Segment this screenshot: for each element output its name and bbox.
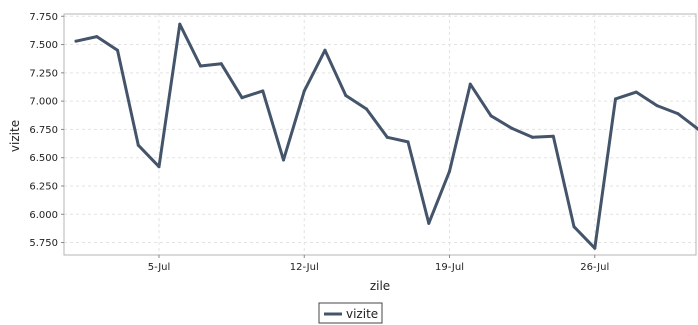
data-point	[302, 89, 306, 93]
data-point	[614, 97, 617, 101]
x-tick-label: 26-Jul	[580, 262, 609, 273]
legend-box	[318, 302, 383, 324]
y-tick-label: 6.000	[29, 210, 58, 221]
y-tick-label: 7.000	[29, 97, 58, 108]
data-point	[551, 134, 555, 138]
data-point	[282, 158, 285, 162]
data-point	[323, 48, 327, 52]
data-point	[531, 135, 534, 139]
data-point	[74, 39, 78, 43]
data-point	[344, 93, 348, 97]
x-tick-label: 5-Jul	[148, 262, 171, 273]
data-point	[178, 22, 182, 26]
y-tick-label: 6.500	[29, 153, 58, 164]
data-point	[219, 62, 223, 66]
grid	[64, 14, 696, 255]
y-tick-label: 7.250	[29, 68, 58, 79]
data-point	[157, 165, 161, 169]
data-point	[95, 35, 99, 39]
data-point	[365, 107, 368, 111]
data-point	[406, 140, 410, 144]
data-point	[593, 246, 597, 250]
data-point	[634, 90, 638, 94]
data-point	[427, 221, 431, 225]
plot-area	[63, 13, 697, 256]
y-axis-title: vizite	[8, 120, 22, 152]
x-axis-title: zile	[370, 279, 390, 293]
legend[interactable]: vizite	[318, 302, 383, 324]
data-point	[468, 82, 472, 86]
y-tick-label: 7.750	[29, 12, 58, 23]
y-axis-ticks: 5.750 6.000 6.250 6.500 6.750 7.000 7.250 7.500…	[29, 12, 64, 249]
data-point	[240, 96, 244, 100]
y-tick-label: 5.750	[29, 238, 58, 249]
legend-label: vizite	[346, 307, 378, 321]
x-tick-label: 12-Jul	[290, 262, 319, 273]
x-tick-label: 19-Jul	[435, 262, 464, 273]
data-point	[489, 114, 493, 118]
data-point	[261, 89, 265, 93]
data-point	[655, 104, 659, 108]
data-point	[136, 143, 140, 147]
y-tick-label: 7.500	[29, 40, 58, 51]
x-axis-ticks: 5-Jul 12-Jul 19-Jul 26-Jul	[148, 255, 609, 273]
data-point	[510, 126, 514, 130]
data-point	[385, 135, 389, 139]
series-layer	[74, 22, 698, 250]
data-point	[199, 64, 202, 68]
data-point	[448, 169, 451, 173]
y-tick-label: 6.750	[29, 125, 58, 136]
y-tick-label: 6.250	[29, 181, 58, 192]
data-point	[572, 225, 576, 229]
data-point	[676, 112, 680, 116]
data-point	[116, 48, 119, 52]
